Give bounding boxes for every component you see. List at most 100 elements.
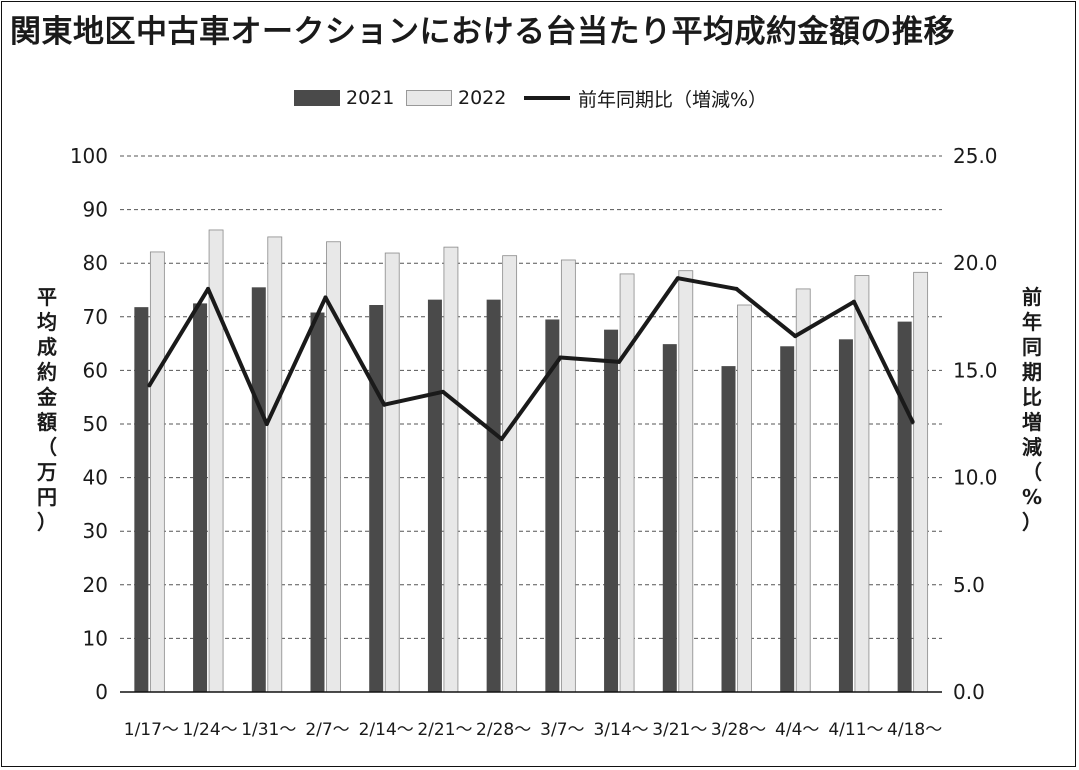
y-right-tick-label: 25.0	[953, 144, 998, 168]
y-right-label-char: 前	[1022, 285, 1042, 309]
bar-2021	[193, 303, 208, 692]
x-tick-label: 1/17〜	[124, 720, 179, 740]
y-right-tick-label: 10.0	[953, 466, 998, 490]
bar-2021	[251, 287, 266, 692]
y-right-label-char: 年	[1022, 310, 1042, 334]
legend-label-2022: 2022	[458, 87, 507, 109]
legend: 2021 2022 前年同期比（増減%）	[0, 84, 1079, 112]
y-right-label-char: 減	[1022, 435, 1042, 459]
ratio-point	[264, 422, 269, 426]
y-left-label-char: 均	[37, 310, 57, 334]
ratio-point	[675, 276, 680, 281]
bar-2021	[838, 339, 853, 692]
x-tick-label: 4/11〜	[828, 720, 883, 740]
y-right-label-char: 期	[1022, 360, 1042, 384]
y-left-tick-label: 20	[83, 573, 108, 597]
y-right-tick-label: 5.0	[953, 573, 985, 597]
bar-2022	[267, 236, 283, 693]
y-left-label-char: 円	[37, 485, 57, 509]
x-tick-label: 1/31〜	[241, 720, 296, 740]
x-tick-label: 1/24〜	[182, 720, 237, 740]
bar-2021	[486, 299, 501, 692]
x-tick-label: 2/21〜	[417, 720, 472, 740]
bar-2021	[545, 319, 560, 692]
y-left-label-char: 額	[37, 410, 57, 434]
bar-2022	[502, 255, 518, 693]
bar-2022	[795, 288, 811, 693]
y-axis-right-label: 前年同期比増減（%）	[1019, 285, 1045, 535]
y-left-label-char: 約	[37, 360, 57, 384]
x-tick-label: 3/14〜	[593, 720, 648, 740]
bar-2022	[913, 271, 929, 693]
y-left-label-char: （	[37, 435, 57, 459]
bar-2021	[721, 366, 736, 692]
y-left-label-char: ）	[37, 510, 57, 534]
legend-line-ratio	[524, 96, 570, 100]
ratio-point	[147, 383, 152, 388]
y-axis-left-label: 平均成約金額（万円）	[34, 285, 60, 535]
ratio-point	[793, 334, 798, 339]
bar-2021	[310, 312, 325, 692]
y-left-tick-label: 80	[83, 251, 108, 275]
ratio-point	[910, 419, 915, 424]
chart-title: 関東地区中古車オークションにおける台当たり平均成約金額の推移	[10, 14, 955, 50]
x-tick-label: 2/28〜	[476, 720, 531, 740]
y-left-label-char: 平	[37, 285, 57, 309]
y-right-tick-label: 0.0	[953, 680, 985, 704]
y-right-tick-label: 20.0	[953, 251, 998, 275]
bar-2021	[134, 307, 149, 692]
y-left-label-char: 金	[37, 385, 57, 409]
y-right-label-char: 増	[1022, 410, 1042, 434]
ratio-point	[206, 286, 211, 291]
bar-2021	[780, 346, 795, 692]
y-left-tick-label: 100	[70, 144, 108, 168]
bar-2021	[897, 321, 912, 692]
x-tick-label: 2/7〜	[305, 720, 349, 740]
bar-2021	[427, 299, 442, 692]
bar-2022	[443, 246, 459, 693]
y-right-tick-label: 15.0	[953, 358, 998, 382]
y-right-label-char: 同	[1022, 335, 1042, 359]
y-right-label-char: 比	[1022, 385, 1042, 409]
ratio-line	[147, 276, 915, 442]
x-tick-label: 4/18〜	[887, 720, 942, 740]
legend-item-ratio: 前年同期比（増減%）	[524, 84, 767, 112]
y-left-tick-label: 10	[83, 626, 108, 650]
y-left-tick-label: 40	[83, 466, 108, 490]
x-tick-label: 3/7〜	[540, 720, 584, 740]
legend-label-2021: 2021	[346, 87, 395, 109]
ratio-point	[382, 402, 387, 407]
ratio-point	[851, 299, 856, 304]
y-left-tick-label: 30	[83, 519, 108, 543]
x-tick-label: 4/4〜	[775, 720, 819, 740]
y-left-label-char: 成	[37, 335, 57, 359]
bar-2022	[149, 251, 165, 693]
legend-swatch-2022	[406, 90, 452, 106]
ratio-point	[617, 359, 622, 364]
y-right-label-char: （	[1022, 460, 1042, 484]
legend-label-ratio: 前年同期比（増減%）	[578, 88, 768, 111]
y-right-label-char: %	[1021, 485, 1043, 509]
ratio-point	[734, 286, 739, 291]
y-left-tick-label: 70	[83, 305, 108, 329]
x-tick-label: 3/28〜	[711, 720, 766, 740]
y-left-tick-label: 60	[83, 358, 108, 382]
bar-2022	[854, 275, 870, 693]
bar-2021	[604, 329, 619, 692]
y-left-tick-label: 50	[83, 412, 108, 436]
bar-2022	[560, 259, 576, 693]
y-left-label-char: 万	[37, 460, 57, 484]
bar-2022	[737, 304, 752, 693]
legend-item-2022: 2022	[406, 84, 506, 112]
y-right-label-char: ）	[1022, 510, 1042, 534]
bar-2022	[678, 270, 694, 693]
ratio-point	[558, 355, 563, 360]
x-tick-label: 3/21〜	[652, 720, 707, 740]
bar-2022	[384, 252, 400, 693]
y-left-tick-label: 90	[83, 198, 108, 222]
bar-2021	[662, 344, 677, 692]
x-tick-label: 2/14〜	[359, 720, 414, 740]
bar-2022	[619, 273, 635, 693]
